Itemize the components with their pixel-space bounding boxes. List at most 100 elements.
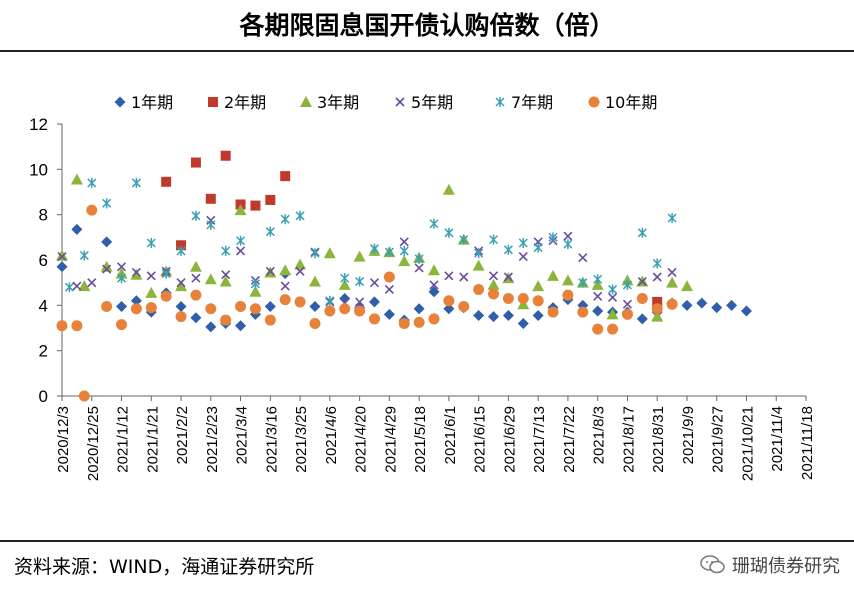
data-point [219,275,232,287]
data-point [429,280,439,290]
data-point [146,238,156,248]
data-point [532,295,544,307]
data-point [116,262,127,272]
watermark: 珊瑚债券研究 [700,552,840,578]
data-point [368,313,380,325]
data-point [309,317,321,329]
y-tick-label: 0 [39,387,48,406]
data-point [79,250,89,261]
data-point [398,255,411,267]
legend-label: 5年期 [411,93,453,112]
data-point [488,288,500,300]
data-point [340,273,350,284]
data-point [279,294,291,306]
data-point [532,310,544,322]
data-point [652,258,662,269]
legend-item: 2年期 [208,93,266,112]
data-point [413,303,425,315]
data-point [221,270,231,280]
data-point [428,264,440,276]
legend-label: 1年期 [131,93,173,112]
data-point [191,210,201,221]
data-point [503,244,513,255]
data-point [280,214,290,225]
data-point [533,242,543,253]
x-tick-label: 2021/11/4 [769,406,786,472]
legend-label: 3年期 [317,93,359,112]
chart-legend: 1年期 2年期 3年期 5年期 7年期 10年期 [114,93,657,112]
data-point [578,277,588,288]
data-point [87,177,97,188]
data-point [399,245,409,256]
data-point [206,219,216,230]
legend-item: 7年期 [495,93,553,112]
legend-marker [588,96,600,108]
x-tick-label: 2021/4/20 [353,406,370,473]
data-point [309,300,321,312]
x-tick-label: 2021/6/15 [472,406,489,473]
data-point [175,280,188,292]
data-point [636,313,648,325]
x-tick-label: 2021/4/6 [323,406,340,464]
x-tick-label: 2021/9/27 [710,406,727,473]
data-point [606,308,619,320]
data-point [577,306,589,318]
legend-marker [208,97,218,107]
x-tick-label: 2021/6/29 [501,406,518,473]
data-point [116,300,128,312]
data-point [474,248,484,259]
data-point [651,303,663,315]
y-tick-label: 12 [29,115,48,134]
x-tick-label: 2021/11/18 [799,406,816,480]
data-point [56,320,68,332]
data-point [280,281,290,291]
data-point [428,286,440,298]
legend-marker [495,97,505,107]
data-point [205,321,217,333]
data-point [86,204,98,216]
data-point [205,303,217,315]
data-point [398,317,410,329]
data-point [100,260,113,272]
wechat-icon [700,555,725,574]
legend-marker [114,96,126,108]
series-6 [56,204,678,402]
data-point [221,245,231,256]
data-point [488,234,499,245]
data-point [131,177,141,188]
data-point [592,323,604,335]
data-point [399,237,409,247]
x-tick-label: 2021/7/22 [561,406,578,473]
x-axis: 2020/12/3 2020/12/25 2021/1/12 2021/1/21 202… [55,395,816,481]
data-point [102,198,112,209]
data-point [355,276,365,287]
data-point [234,204,247,216]
legend-item: 1年期 [114,93,173,112]
data-point [78,280,91,292]
data-point [517,293,529,305]
data-point [145,286,158,298]
footer-divider [0,540,854,542]
data-point [323,247,336,259]
chart-title: 各期限固息国开债认购倍数（倍） [239,11,615,40]
data-point [235,246,246,256]
data-point [175,311,187,323]
data-point [593,291,603,301]
x-tick-label: 2021/10/21 [739,406,756,481]
data-point [443,303,455,315]
x-tick-label: 2021/8/3 [591,406,608,464]
data-point [64,282,74,293]
data-point [161,268,171,279]
y-tick-label: 4 [39,296,48,315]
data-point [622,279,632,290]
data-point [444,227,454,238]
data-point [428,313,440,325]
data-point [414,253,424,264]
data-point [250,278,260,289]
data-point [176,278,186,288]
y-tick-label: 2 [39,342,48,361]
x-tick-label: 2020/12/25 [85,406,102,481]
data-point [265,194,276,205]
data-point [78,390,90,402]
